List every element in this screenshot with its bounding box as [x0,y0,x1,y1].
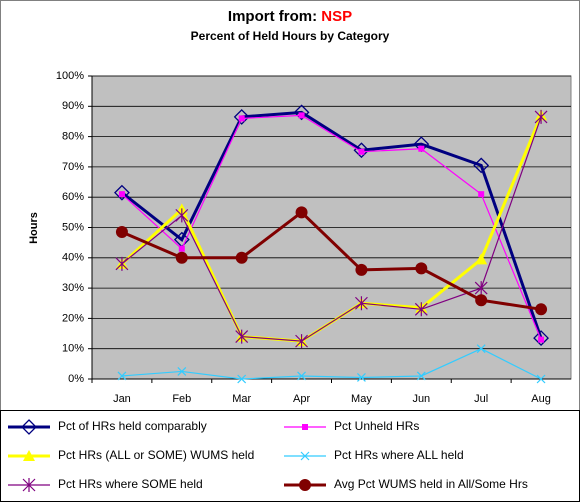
x-tick-label: Jun [412,393,430,405]
series-line [121,116,542,342]
legend-label: Pct HRs where SOME held [58,477,203,491]
y-tick-label: 90% [62,100,84,112]
marker [118,191,125,198]
marker [21,419,37,435]
marker [353,142,370,159]
x-tick-label: Mar [232,393,251,405]
marker [115,226,128,239]
y-tick-label: 70% [62,161,84,173]
marker [358,148,365,155]
y-tick-label: 100% [56,70,84,82]
series-line [121,110,543,339]
marker [474,281,488,296]
y-tick-label: 60% [62,191,84,203]
marker [293,104,310,121]
marker [302,424,308,430]
marker [233,108,250,125]
series-line [121,210,542,311]
marker [298,112,305,119]
marker [22,478,36,492]
legend-label: Pct HRs (ALL or SOME) WUMS held [58,448,254,462]
marker [299,479,311,491]
marker [175,251,188,264]
marker [114,184,130,201]
marker [355,296,368,311]
y-tick-label: 80% [62,131,84,143]
legend-label: Pct of HRs held comparably [58,419,207,433]
marker [538,336,545,343]
marker [297,371,306,381]
y-tick-label: 20% [62,312,84,324]
y-tick-label: 30% [62,282,84,294]
marker [115,256,129,271]
marker [117,371,127,381]
marker [534,109,548,124]
marker [177,367,187,376]
y-tick-label: 10% [62,343,84,355]
x-tick-label: Aug [531,393,551,405]
marker [416,371,426,381]
marker [235,329,249,344]
marker [478,191,485,198]
x-tick-label: Jul [474,393,488,405]
marker [414,302,428,317]
y-tick-label: 0% [68,373,84,385]
marker [178,245,185,252]
x-tick-label: Apr [293,393,310,405]
marker [235,251,248,264]
marker [418,145,425,152]
x-tick-label: Jan [113,393,131,405]
legend-label: Avg Pct WUMS held in All/Some Hrs [334,477,528,491]
marker [476,344,486,354]
legend-label: Pct Unheld HRs [334,419,419,433]
chart-title-line: Import from: NSP [228,8,352,25]
marker [295,206,308,219]
marker [473,157,490,174]
marker [415,262,428,275]
marker [475,294,488,307]
marker [475,253,488,265]
x-tick-label: Feb [172,393,191,405]
series-line [121,114,542,340]
marker [175,208,189,223]
legend-label: Pct HRs where ALL held [334,448,464,462]
x-tick-label: May [351,393,372,405]
marker [23,450,35,461]
marker [300,451,310,461]
marker [357,373,366,382]
chart-title-highlight: NSP [321,8,352,25]
marker [355,263,368,276]
marker [533,330,549,347]
chart-subtitle: Percent of Held Hours by Category [191,29,390,43]
marker [536,374,546,384]
marker [238,115,245,122]
series-line [121,348,542,380]
y-axis-label: Hours [28,212,40,244]
marker [295,334,308,349]
y-tick-label: 40% [62,252,84,264]
marker [535,303,548,316]
y-tick-label: 50% [62,221,84,233]
chart-title: Import from: [228,8,317,25]
marker [237,374,247,384]
